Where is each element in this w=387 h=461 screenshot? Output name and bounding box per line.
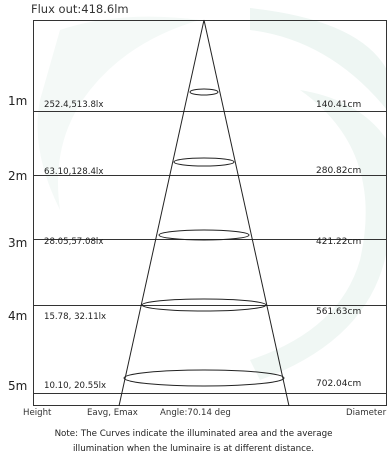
illuminance-value-1m: 252.4,513.8lx [44, 100, 104, 110]
distance-label-5m: 5m [8, 379, 28, 393]
area-curve-1m [189, 88, 219, 96]
illuminance-value-3m: 28.05,57.08lx [44, 237, 104, 247]
diameter-value-5m: 702.04cm [316, 379, 362, 389]
diameter-column-label: Diameter [346, 408, 387, 418]
diameter-value-3m: 421.22cm [316, 237, 362, 247]
diameter-value-4m: 561.63cm [316, 307, 362, 317]
cone-left-edge [118, 19, 205, 407]
flux-out-label: Flux out:418.6lm [31, 2, 129, 16]
distance-label-1m: 1m [8, 94, 28, 108]
distance-label-2m: 2m [8, 169, 28, 183]
eavg-emax-column-label: Eavg, Emax [87, 408, 138, 418]
diameter-value-2m: 280.82cm [316, 166, 362, 176]
note-line-2: illumination when the luminaire is at di… [72, 444, 315, 454]
diagram-frame [33, 20, 387, 406]
distance-label-4m: 4m [8, 309, 28, 323]
height-column-label: Height [23, 408, 52, 418]
area-curve-2m [173, 157, 235, 167]
distance-label-3m: 3m [8, 236, 28, 250]
diameter-value-1m: 140.41cm [316, 100, 362, 110]
illuminance-value-2m: 63.10,128.4lx [44, 167, 104, 177]
area-curve-5m [123, 369, 285, 387]
note-line-1: Note: The Curves indicate the illuminate… [54, 429, 333, 439]
beam-angle-label: Angle:70.14 deg [160, 408, 231, 418]
cone-right-edge [203, 19, 290, 407]
area-curve-3m [158, 229, 250, 241]
illuminance-value-5m: 10.10, 20.55lx [44, 381, 107, 391]
illuminance-value-4m: 15.78, 32.11lx [44, 312, 107, 322]
area-curve-4m [141, 298, 267, 312]
